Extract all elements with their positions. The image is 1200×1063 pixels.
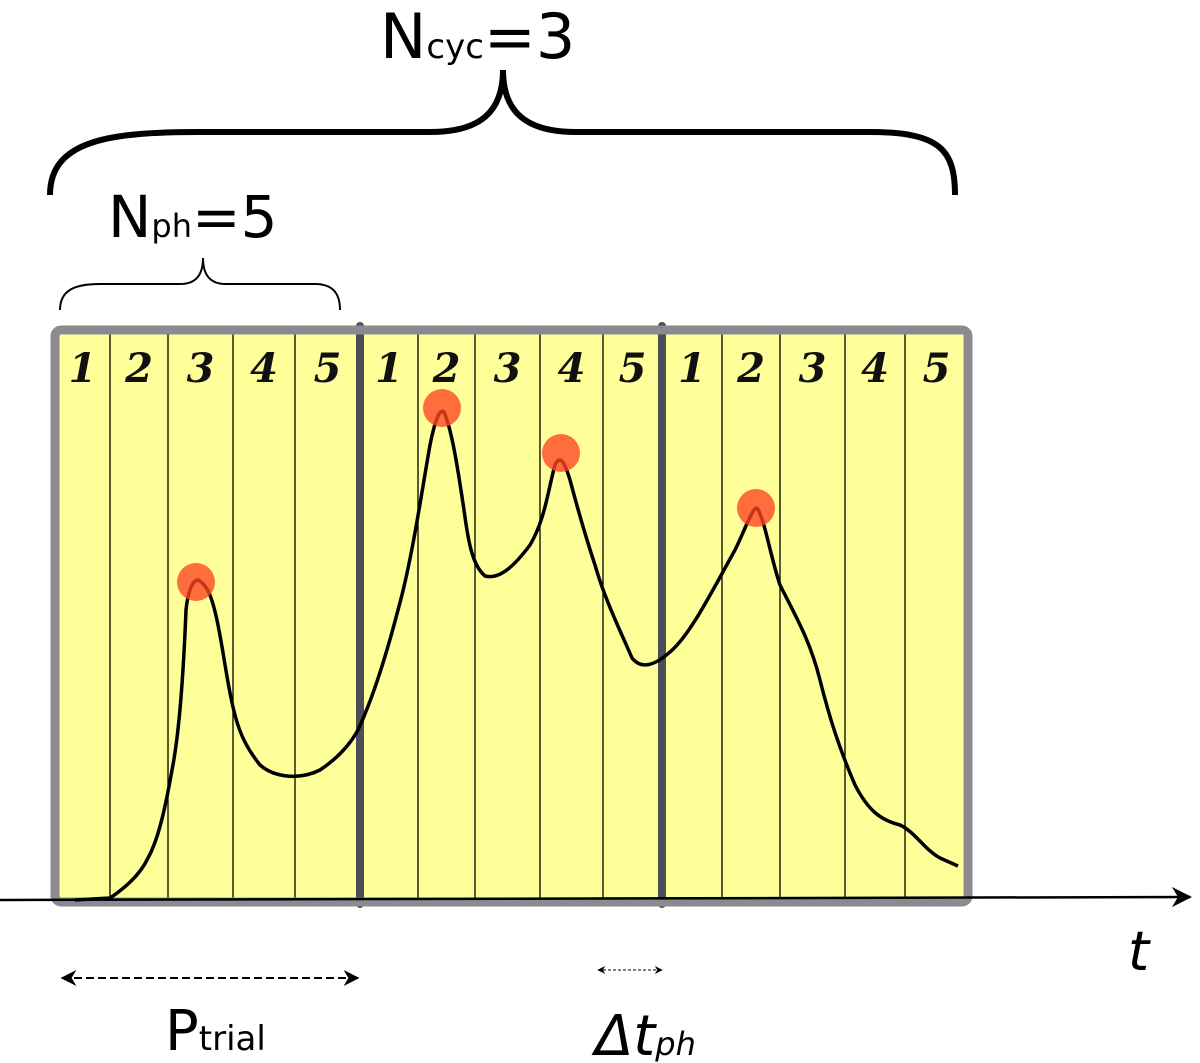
value: =5: [192, 183, 278, 251]
phase-number: 4: [861, 345, 889, 392]
phase-number: 2: [736, 345, 765, 392]
n-cyc-label: Ncyc=3: [380, 0, 575, 73]
symbol: Δt: [591, 1004, 657, 1063]
time-axis: [0, 887, 1192, 908]
subscript: trial: [199, 1019, 266, 1059]
phase-number: 3: [799, 345, 827, 392]
subscript: ph: [654, 1025, 696, 1063]
subscript: cyc: [426, 27, 484, 67]
trial-border: [50, 325, 973, 907]
value: =3: [484, 0, 575, 73]
trial-region: [55, 330, 968, 902]
peak: [737, 489, 775, 527]
peak: [423, 389, 461, 427]
n-ph-label: Nph=5: [108, 183, 277, 251]
phase-number: 5: [314, 345, 342, 392]
phase-brace: [59, 257, 341, 311]
phase-number: 1: [678, 345, 706, 392]
phase-number: 2: [432, 345, 461, 392]
phase-number: 1: [375, 345, 403, 392]
phase-number: 3: [187, 345, 215, 392]
symbol: N: [380, 0, 426, 73]
symbol: P: [165, 999, 199, 1063]
phase-number: 4: [250, 345, 278, 392]
dt-ph-label: Δtph: [591, 1004, 696, 1063]
subscript: ph: [151, 207, 192, 245]
cycle-brace: [47, 69, 958, 196]
phase-number: 5: [619, 345, 647, 392]
p-trial-label: Ptrial: [165, 999, 266, 1063]
peak: [542, 434, 580, 472]
symbol: N: [108, 183, 151, 251]
phase-number: 2: [124, 345, 153, 392]
phase-number: 5: [923, 345, 951, 392]
phase-number: 1: [69, 345, 97, 392]
phase-number: 4: [558, 345, 586, 392]
axis-label: t: [1128, 920, 1151, 983]
phase-number: 3: [494, 345, 522, 392]
peak-markers: [177, 389, 775, 601]
peak: [177, 563, 215, 601]
